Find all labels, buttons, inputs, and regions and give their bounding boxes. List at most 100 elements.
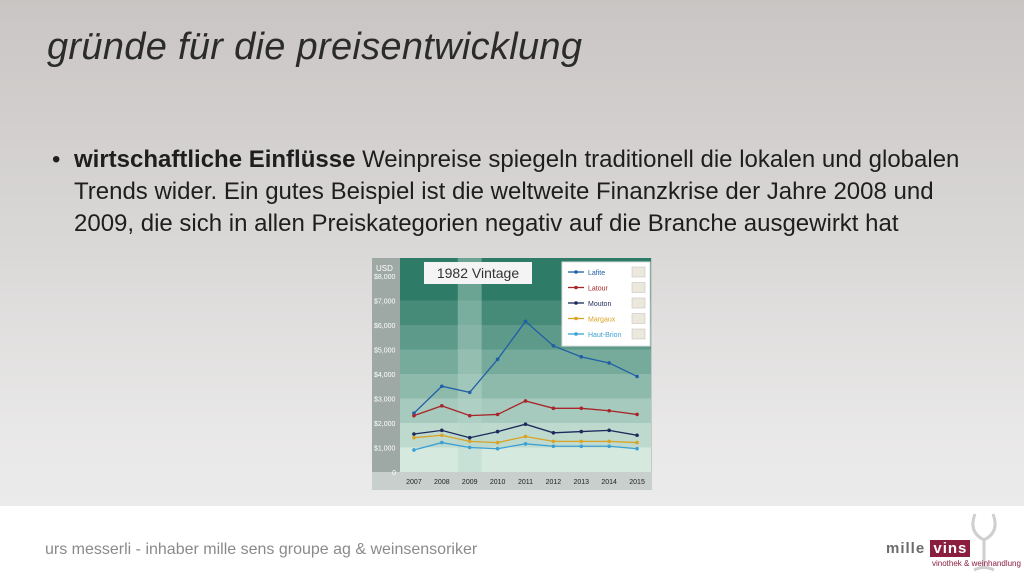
legend-label-thumbnail-icon	[631, 297, 646, 309]
bullet-bold-lead: wirtschaftliche Einflüsse	[74, 146, 356, 173]
legend-marker	[574, 270, 578, 274]
data-point-mouton	[579, 429, 584, 434]
legend-label: Haut-Brion	[588, 332, 622, 339]
legend-marker	[574, 285, 578, 290]
data-point-margaux	[635, 440, 639, 445]
data-point-haut-brion	[412, 448, 416, 452]
data-point-lafite	[579, 355, 584, 359]
x-tick-label: 2011	[518, 479, 533, 486]
data-point-haut-brion	[467, 445, 472, 450]
data-point-margaux	[523, 434, 528, 439]
data-point-haut-brion	[607, 444, 611, 449]
legend-marker	[574, 301, 578, 305]
data-point-latour	[579, 406, 584, 411]
data-point-lafite	[523, 319, 528, 324]
footer-text: urs messerli - inhaber mille sens groupe…	[45, 541, 478, 558]
data-point-mouton	[440, 428, 444, 433]
chart-band	[400, 349, 651, 374]
x-tick-label: 2008	[434, 479, 450, 486]
bullet-dot: •	[52, 146, 61, 173]
logo-word-right: vins	[930, 540, 971, 557]
legend-marker	[574, 316, 578, 321]
data-point-latour	[412, 413, 416, 418]
data-point-mouton	[635, 433, 639, 438]
data-point-latour	[467, 413, 472, 418]
y-axis-strip	[372, 258, 400, 490]
chart-title-box	[424, 262, 532, 284]
y-tick-label: $7,000	[374, 299, 396, 306]
data-point-latour	[523, 399, 528, 403]
data-point-latour	[635, 412, 639, 417]
data-point-mouton	[412, 432, 416, 436]
data-point-mouton	[523, 422, 528, 427]
y-tick-label: 0	[392, 470, 396, 477]
y-tick-label: $3,000	[374, 397, 396, 404]
data-point-lafite	[440, 384, 444, 389]
price-chart: USD 0 $1,000 $2,000 $3,000 $4,000 $5,000 $6,000…	[372, 258, 652, 490]
data-point-haut-brion	[440, 440, 444, 445]
chart-title: 1982 Vintage	[437, 265, 519, 281]
x-tick-label: 2012	[546, 479, 562, 486]
data-point-margaux	[607, 439, 611, 444]
data-point-lafite	[551, 344, 556, 348]
footer-band	[0, 506, 1024, 576]
logo-glass-icon	[971, 513, 997, 572]
legend-label: Lafite	[588, 270, 605, 277]
x-tick-label: 2013	[573, 479, 589, 486]
data-point-latour	[495, 412, 500, 417]
price-chart-svg: USD 0 $1,000 $2,000 $3,000 $4,000 $5,000 $6,000…	[372, 258, 652, 490]
bullet-text: wirtschaftliche Einflüsse Weinpreise spi…	[74, 144, 972, 240]
legend-label: Mouton	[588, 301, 611, 308]
x-tick-label: 2014	[601, 479, 617, 486]
legend-label-thumbnail-icon	[631, 282, 646, 293]
data-point-haut-brion	[551, 444, 556, 449]
legend-label-thumbnail-icon	[631, 266, 646, 278]
y-tick-label: $4,000	[374, 372, 396, 379]
data-point-margaux	[440, 433, 444, 438]
legend-label: Margaux	[588, 317, 616, 324]
y-tick-label: $2,000	[374, 421, 396, 428]
data-point-lafite	[495, 357, 500, 362]
x-axis-strip	[372, 472, 652, 490]
data-point-lafite	[467, 390, 472, 395]
data-point-margaux	[551, 439, 556, 444]
data-point-mouton	[495, 429, 500, 434]
slide-title: gründe für die preisentwicklung	[47, 26, 583, 68]
y-axis-label: USD	[376, 264, 393, 273]
y-tick-label: $5,000	[374, 348, 396, 355]
y-tick-label: $6,000	[374, 323, 396, 330]
data-point-lafite	[635, 374, 639, 379]
data-point-margaux	[495, 440, 500, 445]
legend-label: Latour	[588, 286, 609, 293]
data-point-mouton	[551, 431, 556, 435]
legend-marker	[574, 332, 578, 336]
logo-word-left: mille	[886, 540, 926, 557]
logo: mille vins vinothek & weinhandlung	[880, 510, 1021, 576]
legend-label-thumbnail-icon	[631, 328, 646, 340]
data-point-margaux	[412, 435, 416, 440]
y-tick-label: $1,000	[374, 446, 396, 453]
data-point-margaux	[467, 439, 472, 444]
data-point-mouton	[607, 428, 611, 433]
data-point-haut-brion	[495, 446, 500, 451]
data-point-haut-brion	[635, 446, 639, 451]
data-point-latour	[551, 406, 556, 411]
data-point-latour	[607, 408, 611, 413]
highlight-column-2009	[457, 258, 482, 472]
bullet-block: • wirtschaftliche Einflüsse Weinpreise s…	[52, 144, 972, 240]
x-tick-label: 2007	[406, 479, 422, 486]
data-point-margaux	[579, 439, 584, 444]
data-point-mouton	[467, 435, 472, 440]
data-point-latour	[440, 404, 444, 408]
logo-wordmark: mille vins	[886, 540, 971, 557]
data-point-haut-brion	[579, 444, 584, 449]
bullet-body: Weinpreise spiegeln traditionell die lok…	[74, 146, 960, 237]
y-tick-label: $8,000	[374, 274, 396, 281]
logo-subtitle: vinothek & weinhandlung	[932, 559, 1021, 568]
chart-band	[400, 374, 651, 399]
data-point-haut-brion	[523, 442, 528, 446]
legend-label-thumbnail-icon	[631, 313, 646, 324]
data-point-lafite	[607, 361, 611, 365]
x-tick-label: 2015	[629, 479, 645, 486]
x-tick-label: 2009	[462, 479, 478, 486]
